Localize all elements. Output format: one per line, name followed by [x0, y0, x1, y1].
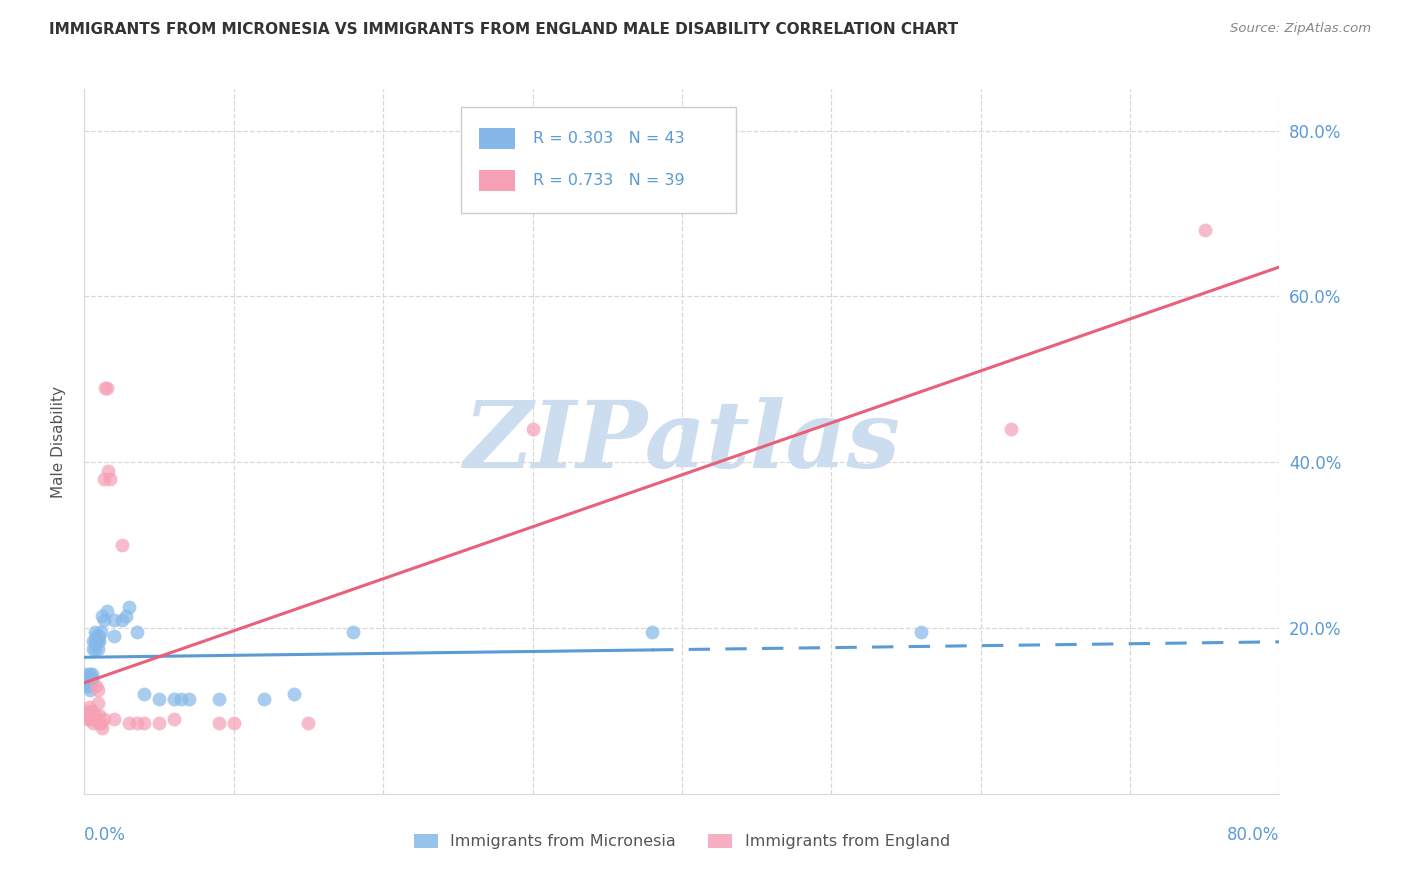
Point: [75, 704, 97, 718]
Point: [132, 687, 156, 701]
Point: [87, 696, 110, 710]
Point: [76, 671, 98, 685]
Point: [79, 712, 101, 726]
Text: 0.0%: 0.0%: [84, 826, 127, 844]
Point: [97, 464, 120, 478]
Point: [111, 538, 134, 552]
Point: [103, 712, 125, 726]
Point: [93, 472, 115, 486]
Point: [80, 666, 103, 681]
Point: [82, 633, 104, 648]
Point: [125, 625, 148, 640]
Point: [86, 679, 108, 693]
Text: R = 0.303   N = 43: R = 0.303 N = 43: [533, 131, 685, 146]
Point: [118, 716, 141, 731]
Point: [103, 629, 125, 643]
Point: [83, 708, 105, 723]
Point: [148, 716, 170, 731]
Point: [79, 708, 101, 723]
Point: [89, 629, 111, 643]
Point: [91, 721, 114, 735]
Point: [118, 600, 141, 615]
Point: [77, 708, 100, 723]
Point: [90, 625, 112, 640]
Point: [75, 679, 97, 693]
Point: [87, 683, 110, 698]
FancyBboxPatch shape: [479, 128, 515, 149]
Point: [94, 381, 117, 395]
Point: [90, 716, 112, 731]
FancyBboxPatch shape: [461, 107, 735, 212]
Point: [253, 691, 276, 706]
Point: [80, 704, 103, 718]
Y-axis label: Male Disability: Male Disability: [51, 385, 66, 498]
Text: R = 0.733   N = 39: R = 0.733 N = 39: [533, 173, 685, 188]
Text: 80.0%: 80.0%: [1227, 826, 1279, 844]
Point: [89, 716, 111, 731]
Point: [177, 691, 200, 706]
Point: [91, 608, 114, 623]
FancyBboxPatch shape: [479, 170, 515, 192]
Point: [641, 625, 664, 640]
Point: [76, 666, 98, 681]
Point: [77, 699, 100, 714]
Point: [222, 716, 245, 731]
Point: [148, 691, 170, 706]
Point: [87, 641, 110, 656]
Point: [342, 625, 364, 640]
Point: [93, 613, 115, 627]
Point: [82, 641, 104, 656]
Point: [76, 708, 98, 723]
Point: [208, 716, 231, 731]
Point: [283, 687, 305, 701]
Point: [86, 629, 108, 643]
Text: Source: ZipAtlas.com: Source: ZipAtlas.com: [1230, 22, 1371, 36]
Point: [208, 691, 231, 706]
Point: [297, 716, 319, 731]
Point: [1000, 422, 1022, 436]
Point: [163, 712, 186, 726]
Point: [86, 633, 108, 648]
Point: [77, 675, 100, 690]
Text: ZIPatlas: ZIPatlas: [464, 397, 900, 486]
Point: [1194, 223, 1216, 237]
Point: [86, 712, 108, 726]
Point: [79, 666, 101, 681]
Point: [163, 691, 186, 706]
Text: IMMIGRANTS FROM MICRONESIA VS IMMIGRANTS FROM ENGLAND MALE DISABILITY CORRELATIO: IMMIGRANTS FROM MICRONESIA VS IMMIGRANTS…: [49, 22, 959, 37]
Point: [910, 625, 932, 640]
Point: [170, 691, 193, 706]
Point: [80, 671, 103, 685]
Point: [77, 679, 100, 693]
Point: [132, 716, 156, 731]
Point: [89, 708, 111, 723]
Point: [82, 716, 104, 731]
Point: [80, 675, 103, 690]
Point: [96, 381, 118, 395]
Point: [87, 633, 110, 648]
Point: [125, 716, 148, 731]
Point: [80, 712, 103, 726]
Point: [111, 613, 134, 627]
Point: [83, 633, 105, 648]
Point: [115, 608, 138, 623]
Point: [522, 422, 544, 436]
Point: [96, 605, 118, 619]
Point: [93, 712, 115, 726]
Point: [83, 712, 105, 726]
Point: [103, 613, 125, 627]
Point: [79, 683, 101, 698]
Point: [76, 712, 98, 726]
Legend: Immigrants from Micronesia, Immigrants from England: Immigrants from Micronesia, Immigrants f…: [413, 834, 950, 849]
Point: [83, 625, 105, 640]
Point: [89, 633, 111, 648]
Point: [83, 641, 105, 656]
Point: [98, 472, 121, 486]
Point: [79, 671, 101, 685]
